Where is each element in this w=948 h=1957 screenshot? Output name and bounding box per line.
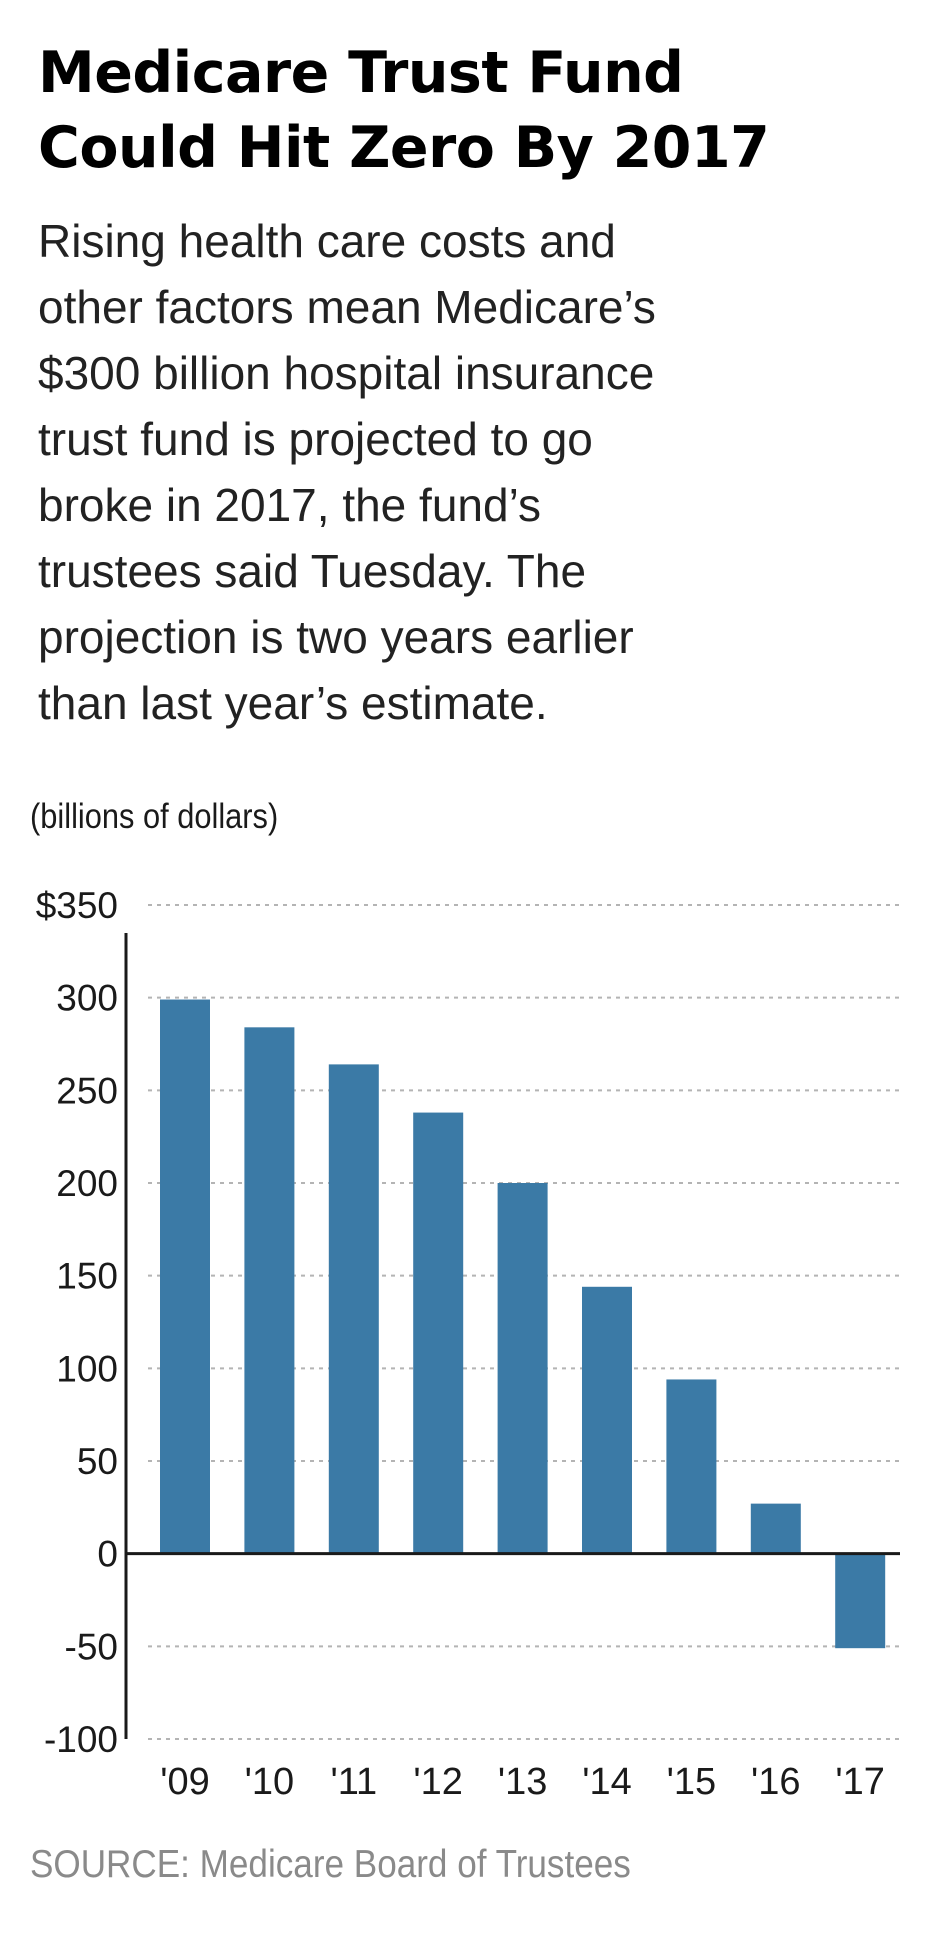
bar [497, 1183, 548, 1554]
chart-subtitle: Rising health care costs and other facto… [38, 208, 918, 736]
bar [328, 1064, 379, 1554]
chart-subtitle-line: broke in 2017, the fund’s [38, 479, 541, 531]
y-tick-label: 200 [56, 1163, 118, 1204]
x-tick-label: '17 [835, 1761, 885, 1803]
y-tick-label: 100 [56, 1348, 118, 1389]
x-tick-labels: '09 '10 '11 '12 '13 '14 '15 '16 '17 [160, 1761, 885, 1803]
y-tick-label: 0 [97, 1534, 118, 1575]
bar [666, 1379, 717, 1554]
y-tick-labels: $350 300 250 200 150 100 50 0 -50 -100 [36, 885, 118, 1760]
chart-subtitle-line: projection is two years earlier [38, 611, 634, 663]
y-tick-label: -100 [44, 1719, 118, 1760]
bar [413, 1112, 464, 1554]
source-note: SOURCE: Medicare Board of Trustees [30, 1843, 631, 1886]
bar [835, 1553, 886, 1649]
chart-subtitle-line: than last year’s estimate. [38, 677, 548, 729]
y-tick-label: -50 [65, 1626, 118, 1667]
x-tick-label: '10 [245, 1761, 295, 1803]
chart-title: Medicare Trust Fund Could Hit Zero By 20… [38, 36, 918, 186]
bar [750, 1503, 801, 1554]
y-tick-label: 250 [56, 1070, 118, 1111]
bar [582, 1286, 632, 1554]
y-tick-label: $350 [36, 885, 118, 926]
y-axis-unit-label: (billions of dollars) [30, 797, 279, 836]
x-tick-label: '15 [667, 1761, 717, 1803]
chart-subtitle-line: trustees said Tuesday. The [38, 545, 587, 597]
x-tick-label: '16 [751, 1761, 801, 1803]
axes [124, 933, 900, 1739]
y-tick-label: 150 [56, 1256, 118, 1297]
bar [160, 999, 210, 1554]
chart-subtitle-line: $300 billion hospital insurance [38, 347, 655, 399]
chart-title-line: Could Hit Zero By 2017 [38, 115, 770, 181]
chart-title-line: Medicare Trust Fund [38, 40, 684, 106]
chart-subtitle-line: other factors mean Medicare’s [38, 281, 656, 333]
chart-subtitle-line: trust fund is projected to go [38, 413, 593, 465]
x-tick-label: '12 [413, 1761, 463, 1803]
bar [244, 1027, 295, 1554]
y-tick-label: 50 [77, 1441, 118, 1482]
x-tick-label: '13 [498, 1761, 548, 1803]
x-tick-label: '14 [582, 1761, 632, 1803]
y-tick-label: 300 [56, 978, 118, 1019]
bars [160, 999, 886, 1649]
x-tick-label: '11 [330, 1761, 377, 1803]
chart-subtitle-line: Rising health care costs and [38, 215, 616, 267]
x-tick-label: '09 [160, 1761, 210, 1803]
